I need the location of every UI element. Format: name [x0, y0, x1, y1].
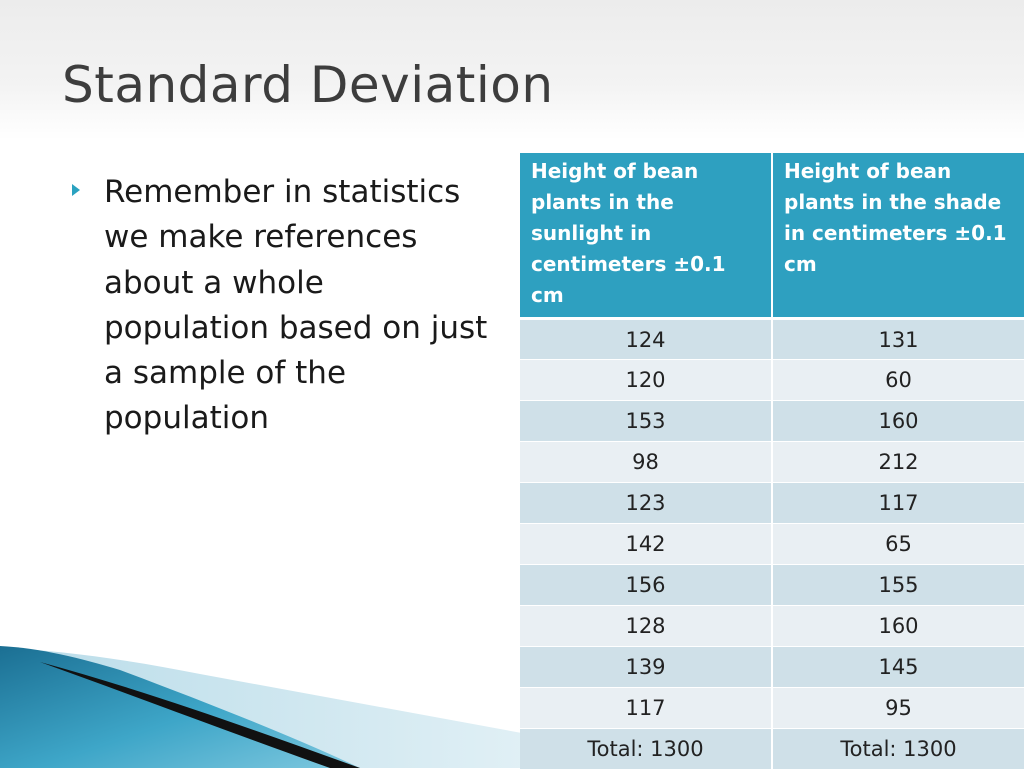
table-row: 139 145	[520, 646, 1024, 688]
bullet-text: Remember in statistics we make reference…	[104, 174, 488, 437]
shade-cell: 155	[772, 564, 1024, 606]
sunlight-cell: 128	[520, 605, 773, 647]
table-row: 156 155	[520, 564, 1024, 606]
sunlight-cell: 117	[520, 687, 773, 729]
table-row: 142 65	[520, 523, 1024, 565]
sunlight-cell: 124	[520, 318, 773, 360]
shade-cell: 212	[772, 441, 1024, 483]
table-row: 153 160	[520, 400, 1024, 442]
table-row: 128 160	[520, 605, 1024, 647]
table-row: 120 60	[520, 359, 1024, 401]
shade-cell: 160	[772, 605, 1024, 647]
shade-cell: 131	[772, 318, 1024, 360]
sunlight-cell: 142	[520, 523, 773, 565]
header-shade: Height of bean plants in the shade in ce…	[772, 153, 1024, 320]
table-row: 124 131	[520, 318, 1024, 360]
shade-cell: 65	[772, 523, 1024, 565]
slide-title: Standard Deviation	[62, 56, 554, 114]
table-row: 117 95	[520, 687, 1024, 729]
sunlight-cell: 156	[520, 564, 773, 606]
shade-cell: 160	[772, 400, 1024, 442]
decorative-swoosh	[0, 646, 560, 768]
sunlight-cell: 120	[520, 359, 773, 401]
shade-cell: 145	[772, 646, 1024, 688]
table-header-row: Height of bean plants in the sunlight in…	[520, 153, 1024, 320]
bullet-item: Remember in statistics we make reference…	[72, 170, 492, 442]
table-row: 123 117	[520, 482, 1024, 524]
shade-cell: 117	[772, 482, 1024, 524]
sunlight-cell: 139	[520, 646, 773, 688]
sunlight-cell: 153	[520, 400, 773, 442]
sunlight-cell: 123	[520, 482, 773, 524]
table-row: 98 212	[520, 441, 1024, 483]
title-band	[0, 0, 1024, 140]
sunlight-cell: 98	[520, 441, 773, 483]
shade-cell: 95	[772, 687, 1024, 729]
sunlight-total-cell: Total: 1300	[520, 728, 773, 770]
bean-height-table: Height of bean plants in the sunlight in…	[520, 153, 1024, 770]
table-total-row: Total: 1300 Total: 1300	[520, 728, 1024, 770]
bullet-arrow-icon	[72, 184, 80, 196]
shade-cell: 60	[772, 359, 1024, 401]
header-sunlight: Height of bean plants in the sunlight in…	[520, 153, 773, 320]
shade-total-cell: Total: 1300	[772, 728, 1024, 770]
